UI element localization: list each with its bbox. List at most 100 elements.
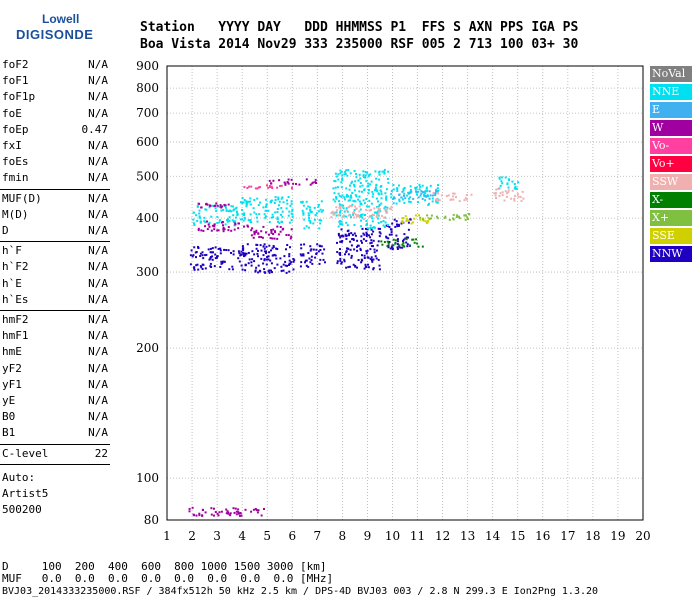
- echo-point: [511, 180, 514, 183]
- echo-point: [407, 192, 410, 195]
- echo-point: [351, 192, 354, 194]
- echo-point: [345, 237, 348, 240]
- echo-point: [216, 229, 219, 232]
- echo-point: [350, 216, 352, 219]
- echo-point: [339, 259, 342, 262]
- echo-point: [315, 248, 318, 251]
- echo-point: [416, 193, 418, 196]
- echo-point: [367, 189, 370, 191]
- echo-point: [357, 215, 360, 218]
- legend-nne: NNE: [650, 84, 692, 100]
- echo-point: [382, 224, 385, 227]
- echo-point: [385, 208, 388, 211]
- echo-point: [243, 214, 245, 216]
- param-name: hmF2: [2, 313, 29, 326]
- echo-point: [354, 234, 357, 237]
- auto-line-1: Artist5: [0, 487, 110, 501]
- echo-point: [225, 206, 227, 209]
- echo-point: [290, 178, 293, 181]
- echo-point: [354, 180, 357, 183]
- echo-point: [307, 205, 310, 208]
- echo-point: [244, 508, 247, 511]
- echo-point: [388, 241, 391, 243]
- param-row-g4-0: hmF2 N/A: [0, 313, 110, 327]
- echo-point: [424, 192, 427, 195]
- echo-point: [366, 249, 369, 252]
- param-row-g1-6: foEs N/A: [0, 155, 110, 169]
- echo-point: [345, 187, 348, 190]
- echo-point: [429, 184, 432, 187]
- echo-point: [429, 194, 432, 197]
- echo-point: [290, 200, 293, 203]
- param-value: N/A: [88, 313, 108, 326]
- echo-point: [270, 230, 273, 233]
- param-row-g1-0: foF2 N/A: [0, 58, 110, 72]
- echo-point: [413, 241, 416, 244]
- echo-point: [239, 254, 242, 257]
- echo-point: [505, 195, 508, 198]
- echo-point: [213, 228, 216, 231]
- echo-point: [340, 262, 343, 265]
- echo-point: [285, 234, 288, 236]
- echo-point: [346, 174, 349, 177]
- echo-point: [338, 194, 341, 197]
- echo-point: [274, 231, 277, 234]
- echo-point: [216, 512, 219, 515]
- echo-point: [307, 252, 310, 254]
- echo-point: [288, 270, 291, 273]
- echo-point: [458, 217, 461, 220]
- echo-point: [295, 183, 297, 185]
- echo-point: [367, 234, 370, 237]
- echo-point: [323, 248, 326, 251]
- echo-point: [367, 266, 370, 269]
- echo-point: [409, 189, 412, 191]
- echo-point: [366, 228, 369, 231]
- echo-point: [396, 248, 399, 250]
- echo-point: [242, 219, 245, 222]
- echo-point: [268, 179, 271, 182]
- echo-point: [276, 237, 279, 240]
- echo-point: [421, 245, 424, 248]
- echo-point: [261, 236, 264, 239]
- echo-point: [290, 202, 293, 205]
- echo-point: [365, 227, 367, 230]
- echo-point: [307, 226, 310, 229]
- echo-point: [276, 211, 279, 213]
- echo-point: [230, 210, 233, 213]
- echo-point: [257, 509, 260, 512]
- echo-point: [382, 220, 385, 223]
- echo-point: [383, 216, 386, 219]
- echo-point: [399, 246, 402, 249]
- echo-point: [365, 224, 368, 227]
- echo-point: [250, 261, 253, 264]
- echo-point: [207, 248, 210, 251]
- echo-point: [277, 233, 280, 236]
- param-value: N/A: [88, 426, 108, 440]
- echo-point: [240, 250, 243, 253]
- echo-point: [437, 189, 440, 192]
- echo-point: [239, 514, 241, 517]
- param-value: N/A: [88, 292, 108, 306]
- echo-point: [201, 268, 204, 270]
- echo-point: [272, 179, 275, 182]
- echo-point: [319, 249, 322, 251]
- echo-point: [228, 216, 231, 219]
- echo-point: [260, 257, 263, 260]
- param-name: h`E: [2, 276, 22, 290]
- echo-point: [253, 260, 256, 263]
- echo-point: [343, 260, 346, 263]
- echo-point: [202, 229, 205, 232]
- echo-point: [222, 230, 225, 233]
- echo-point: [339, 248, 341, 251]
- echo-point: [519, 195, 522, 198]
- echo-point: [375, 184, 378, 187]
- echo-point: [276, 217, 279, 220]
- echo-point: [214, 511, 217, 513]
- echo-point: [262, 262, 265, 265]
- echo-point: [210, 204, 213, 207]
- echo-point: [275, 247, 278, 250]
- echo-point: [391, 248, 394, 251]
- echo-point: [390, 233, 393, 236]
- echo-point: [264, 205, 267, 208]
- echo-point: [435, 215, 438, 218]
